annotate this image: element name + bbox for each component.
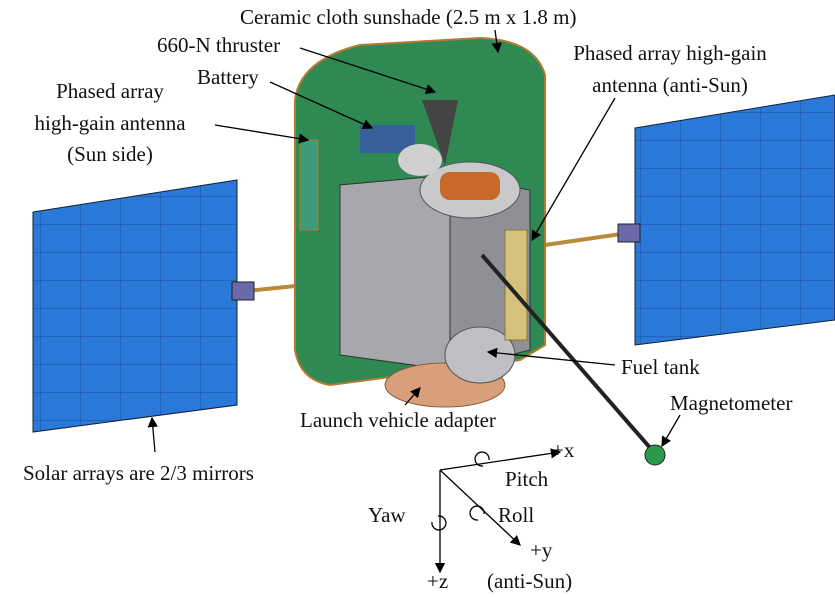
label: high-gain antenna (34, 111, 186, 135)
label: Ceramic cloth sunshade (2.5 m x 1.8 m) (240, 5, 577, 29)
magnetometer (645, 445, 665, 465)
axis-label: +z (427, 569, 448, 593)
axis-label: +y (530, 538, 553, 562)
diagram: Ceramic cloth sunshade (2.5 m x 1.8 m) 6… (0, 0, 835, 597)
label: Solar arrays are 2/3 mirrors (23, 461, 254, 485)
label: Phased array (56, 79, 164, 103)
axis-label: Pitch (505, 467, 549, 491)
axis-label: (anti-Sun) (487, 569, 572, 593)
label: (Sun side) (67, 142, 153, 166)
label: Battery (197, 65, 259, 89)
axis-label: Yaw (368, 503, 406, 527)
label: Launch vehicle adapter (300, 408, 496, 432)
axis-label: Roll (498, 503, 534, 527)
label: Fuel tank (621, 355, 700, 379)
label: 660-N thruster (157, 33, 280, 57)
label: antenna (anti-Sun) (592, 73, 748, 97)
label: Phased array high-gain (573, 41, 767, 65)
label: Magnetometer (670, 391, 792, 415)
axis-label: +x (552, 438, 575, 462)
